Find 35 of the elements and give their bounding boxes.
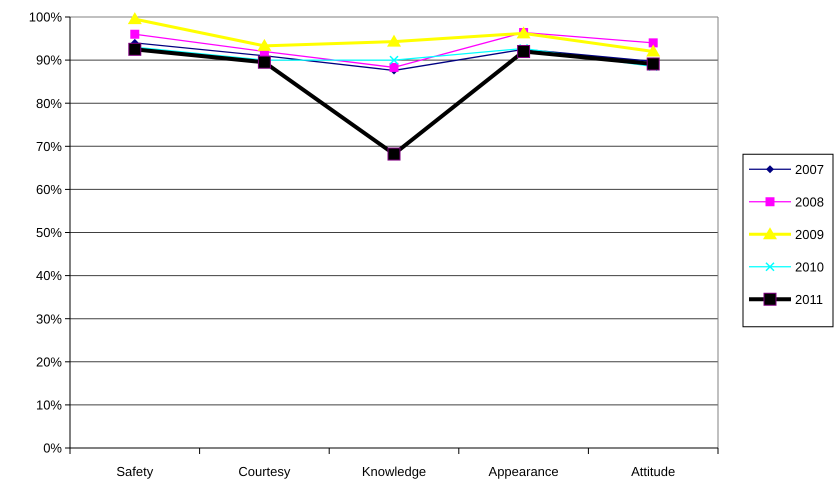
legend-label: 2008 xyxy=(795,194,824,210)
legend-label: 2010 xyxy=(795,259,824,274)
point xyxy=(516,26,531,38)
y-tick-label: 60% xyxy=(36,182,62,197)
x-tick-label: Safety xyxy=(116,464,154,479)
x-tick-label: Knowledge xyxy=(362,464,426,479)
y-tick-label: 0% xyxy=(43,440,62,456)
point xyxy=(128,12,142,24)
point xyxy=(646,44,660,56)
y-tick-label: 50% xyxy=(36,225,62,240)
y-tick-label: 100% xyxy=(28,10,62,25)
y-tick-label: 40% xyxy=(36,268,62,284)
point xyxy=(646,57,660,70)
x-tick-label: Courtesy xyxy=(238,464,291,479)
point xyxy=(648,38,658,48)
legend-label: 2007 xyxy=(795,162,824,177)
point xyxy=(258,56,271,69)
y-tick-label: 90% xyxy=(36,52,62,68)
y-tick-label: 10% xyxy=(36,397,62,412)
point xyxy=(257,38,272,51)
y-tick-label: 80% xyxy=(36,96,62,111)
x-tick-label: Attitude xyxy=(631,464,676,479)
legend-label: 2009 xyxy=(795,226,824,242)
y-tick-label: 30% xyxy=(36,311,62,326)
y-tick-label: 70% xyxy=(36,138,62,154)
x-tick-label: Appearance xyxy=(488,464,559,479)
point xyxy=(517,44,530,58)
point xyxy=(128,42,142,56)
legend-label: 2011 xyxy=(795,292,823,307)
y-tick-label: 20% xyxy=(36,354,62,370)
point xyxy=(130,30,140,39)
point xyxy=(390,62,398,72)
point xyxy=(388,148,400,161)
point xyxy=(387,34,401,47)
point xyxy=(389,55,399,65)
